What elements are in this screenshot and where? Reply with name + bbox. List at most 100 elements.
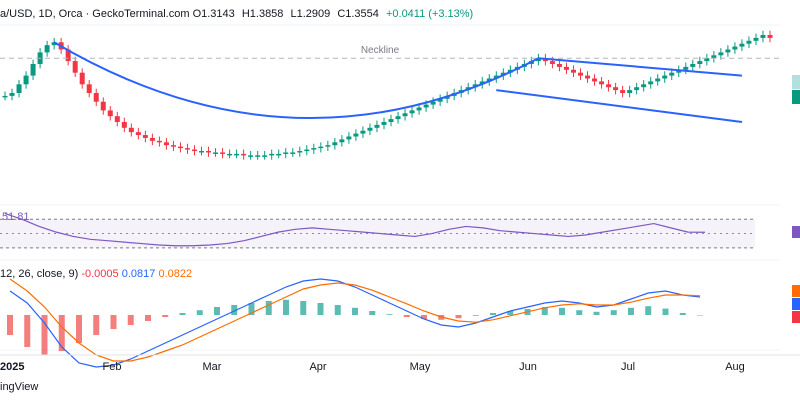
channel-lower [496,89,743,123]
candle-body [753,37,759,41]
candle-body [381,122,387,125]
candle-body [297,151,303,153]
candlestick-series [2,30,773,160]
candle-body [746,40,752,44]
candle-body [423,104,429,108]
candle-body [690,64,696,67]
candle-body [128,127,134,133]
macd-hist-bar [162,315,169,317]
candle-body [556,64,562,67]
macd-hist-bar [7,315,13,335]
macd-hist-bar [214,307,220,315]
candle-body [318,146,324,149]
macd-hist-bar [145,315,151,321]
candle-body [662,75,668,79]
macd-hist-bar [369,311,376,315]
candle-body [718,52,724,56]
macd-hist-bar [76,315,82,343]
macd-line-value: 0.0817 [121,268,156,280]
macd-legend: 12, 26, close, 9) -0.0005 0.0817 0.0822 [0,268,192,280]
candle-body [760,35,766,38]
macd-hist-bar [455,315,462,319]
macd-hist-bar [127,315,134,325]
macd-hist-bar [110,315,117,329]
candle-body [213,152,219,154]
signal-tag [792,285,800,297]
candle-body [592,78,598,82]
macd-hist-bar [300,301,307,315]
close-value: C1.3554 [337,8,379,20]
candle-body [16,84,22,93]
candle-body [570,69,576,73]
macd-hist-bar [490,313,496,315]
candle-body [395,116,401,120]
macd-tag [792,298,800,310]
candle-body [437,98,443,102]
candle-body [156,140,162,143]
candle-body [262,155,268,157]
candle-body [93,93,99,102]
candle-body [290,152,296,154]
ohlc-legend: a/USD, 1D, Orca · GeckoTerminal.com O1.3… [0,8,473,20]
candle-body [578,72,584,76]
candle-body [606,84,612,88]
candle-body [486,78,492,82]
candle-body [634,87,640,91]
x-tick-label: Feb [103,361,122,373]
x-axis: 2025 Feb Mar Apr May Jun Jul Aug [0,354,800,373]
macd-params: 12, 26, close, 9) [0,268,79,280]
open-value: O1.3143 [192,8,235,20]
candle-body [227,153,233,156]
x-tick-label: Mar [203,361,222,373]
macd-pane [7,278,703,368]
macd-hist-bar [231,305,238,315]
candle-body [346,136,352,140]
macd-hist-bar [196,310,203,315]
candle-body [563,66,569,70]
macd-hist-bar [24,315,31,347]
cup-curve [53,41,539,119]
candle-body [739,43,745,47]
candle-body [311,148,317,150]
change-value: +0.0411 (+3.13%) [385,8,474,20]
low-value: L1.2909 [290,8,331,20]
price-tag-high [792,75,800,89]
candle-body [613,87,619,91]
candle-body [107,110,113,117]
candle-body [648,81,654,85]
candle-body [725,49,731,53]
candle-body [86,84,92,93]
candle-body [599,81,605,85]
macd-hist-bar [248,303,255,315]
candle-body [627,90,633,93]
macd-hist-bar [628,307,634,315]
x-tick-label: 2025 [0,361,24,373]
candle-body [669,72,675,76]
candle-body [51,42,57,46]
candle-body [241,153,247,156]
candle-body [360,130,366,134]
rsi-value-label: 51.81 [2,211,30,223]
macd-hist-bar [576,310,583,315]
macd-hist-bar [610,310,617,315]
x-tick-label: Jul [621,361,635,373]
candle-body [191,149,197,152]
candle-body [535,58,541,62]
candle-body [9,93,15,96]
candle-body [23,75,29,85]
candle-body [683,66,689,70]
candle-body [269,153,275,156]
x-tick-label: May [410,361,431,373]
macd-signal-value: 0.0822 [158,268,193,280]
channel-upper [538,57,743,77]
macd-hist-bar [317,303,324,315]
candle-body [149,137,155,141]
candle-body [430,101,436,105]
rsi-pane [0,213,755,249]
candle-body [416,107,422,111]
candle-body [374,124,380,128]
candle-body [339,139,345,143]
candle-body [493,75,499,79]
candle-body [177,146,183,149]
